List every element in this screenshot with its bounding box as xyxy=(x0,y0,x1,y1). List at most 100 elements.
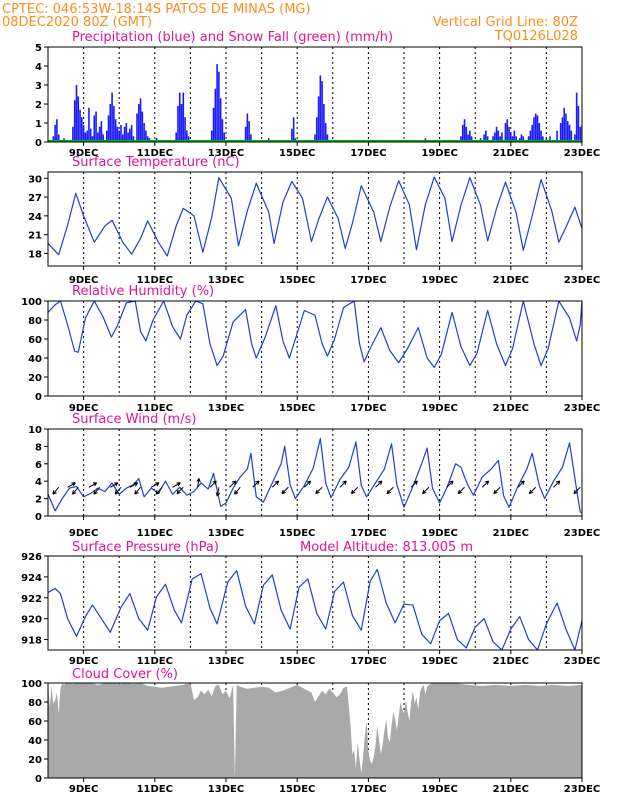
precip-bar xyxy=(323,104,325,142)
precip-bar xyxy=(184,117,186,142)
precip-bar xyxy=(291,128,293,142)
precip-bar xyxy=(93,115,96,142)
precip-xtick-label: 13DEC xyxy=(208,148,244,159)
temp-panel: 18 21 24 27 30 9DEC 11DEC 13DEC 15DEC 17DEC 19DEC 2… xyxy=(28,155,600,286)
wind-xtick-label: 9DEC xyxy=(69,528,98,539)
precip-bar xyxy=(574,134,576,142)
cloud-xtick-label: 9DEC xyxy=(69,784,98,795)
cloud-frame xyxy=(47,682,583,779)
precip-bar xyxy=(187,136,190,142)
precip-bar xyxy=(566,121,569,142)
precip-bar xyxy=(98,126,101,142)
pressure-plot xyxy=(48,568,582,650)
wind-vector xyxy=(315,486,323,495)
precip-bar xyxy=(244,126,247,142)
wind-vector xyxy=(573,486,581,495)
precip-bar xyxy=(534,113,537,142)
precip-bar xyxy=(515,136,517,142)
precip-bar xyxy=(130,124,133,142)
precip-bar xyxy=(123,126,126,142)
precip-bar xyxy=(145,130,147,142)
precip-xtick-label: 11DEC xyxy=(137,148,173,159)
cloud-xtick-label: 17DEC xyxy=(350,784,386,795)
rh-xtick-label: 17DEC xyxy=(350,403,386,414)
temp-ytick-label: 21 xyxy=(28,231,42,242)
precip-bar xyxy=(146,136,149,142)
pressure-xtick-label: 11DEC xyxy=(137,656,173,667)
wind-vector xyxy=(196,478,201,488)
precip-bar xyxy=(483,134,485,142)
wind-xtick-label: 21DEC xyxy=(493,528,529,539)
wind-vector xyxy=(252,480,260,488)
wind-vector xyxy=(93,486,101,495)
wind-vector xyxy=(303,480,312,488)
wind-vector xyxy=(176,486,184,495)
wind-vector xyxy=(150,482,160,488)
wind-xtick-label: 11DEC xyxy=(137,528,173,539)
wind-ytick-label: 4 xyxy=(35,477,42,488)
precip-bar xyxy=(504,123,507,142)
wind-vector xyxy=(52,486,60,495)
wind-vector xyxy=(134,486,141,495)
precip-bar xyxy=(223,132,226,142)
precip-bar xyxy=(129,128,131,142)
precip-bar xyxy=(54,124,56,142)
precip-bar xyxy=(533,117,535,142)
precip-bar xyxy=(86,130,88,142)
precip-bar xyxy=(319,75,322,142)
precip-bar xyxy=(186,130,188,142)
wind-vector xyxy=(350,486,359,495)
pressure-ytick-label: 918 xyxy=(21,636,42,647)
precip-bar xyxy=(575,92,578,142)
precip-bar xyxy=(493,132,496,142)
precip-ytick-label: 1 xyxy=(35,119,42,130)
precip-bar xyxy=(75,85,78,142)
precip-ytick-label: 2 xyxy=(35,100,42,111)
precip-bar xyxy=(314,134,316,142)
precip-bar xyxy=(326,134,329,142)
precip-bar xyxy=(495,126,498,142)
wind-vector xyxy=(339,480,347,488)
precip-title: Precipitation (blue) and Snow Fall (gree… xyxy=(72,30,393,45)
precip-bar xyxy=(109,104,112,142)
wind-vector xyxy=(493,486,501,495)
wind-vector xyxy=(215,487,221,497)
rh-line xyxy=(48,301,582,369)
precip-bar xyxy=(139,98,142,142)
temp-xtick-label: 21DEC xyxy=(493,275,529,286)
temp-xtick-label: 13DEC xyxy=(208,275,244,286)
wind-vector xyxy=(209,480,217,488)
cloud-ytick-label: 60 xyxy=(28,717,42,728)
pressure-subtitle: Model Altitude: 813.005 m xyxy=(300,540,473,555)
wind-vector xyxy=(271,480,280,488)
precip-bar xyxy=(460,136,462,142)
precip-bar xyxy=(127,132,129,142)
wind-xtick-label: 23DEC xyxy=(564,528,600,539)
precip-bar xyxy=(527,136,530,142)
precip-bar xyxy=(246,113,249,142)
wind-ytick-label: 8 xyxy=(35,442,42,453)
precip-bar xyxy=(501,132,503,142)
cloud-ytick-label: 0 xyxy=(35,774,42,785)
precip-bar xyxy=(292,117,295,142)
wind-vector xyxy=(553,480,561,488)
temp-xtick-label: 15DEC xyxy=(279,275,315,286)
precip-bar xyxy=(470,136,473,142)
wind-xtick-label: 13DEC xyxy=(208,528,244,539)
precip-bar xyxy=(577,105,580,142)
rh-xtick-label: 13DEC xyxy=(208,403,244,414)
wind-ytick-label: 6 xyxy=(35,460,42,471)
precip-bar xyxy=(180,104,183,142)
precip-bar xyxy=(100,121,103,142)
precip-bar xyxy=(315,117,318,142)
pressure-frame xyxy=(47,555,583,651)
rh-ytick-label: 80 xyxy=(28,316,42,327)
pressure-xtick-label: 13DEC xyxy=(208,656,244,667)
temp-xtick-label: 11DEC xyxy=(137,275,173,286)
precip-bar xyxy=(570,130,573,142)
rh-frame xyxy=(47,300,583,397)
precip-bar xyxy=(89,128,92,142)
precip-xtick-label: 19DEC xyxy=(421,148,457,159)
rh-ytick-label: 100 xyxy=(21,297,42,308)
rh-ytick-label: 20 xyxy=(28,373,42,384)
